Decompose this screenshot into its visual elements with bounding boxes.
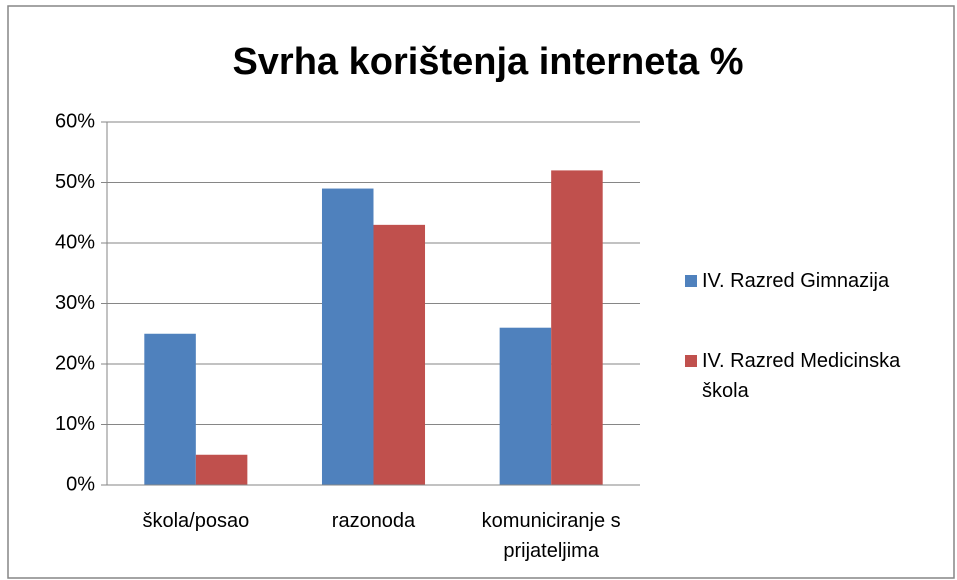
x-tick-label: škola/posao [142,510,250,532]
x-tick-label: razonoda [331,510,416,532]
bar [195,454,248,485]
chart-title: Svrha korištenja interneta % [232,41,743,83]
bar [321,188,374,486]
legend-swatch [685,355,697,367]
y-tick-label: 40% [55,231,95,253]
legend-label: IV. Razred Medicinska škola [702,350,901,402]
legend-label: IV. Razred Gimnazija [702,270,890,292]
y-tick-label: 0% [66,473,95,495]
legend-swatch [685,275,697,287]
bar [144,333,196,485]
bar [373,224,426,485]
bar [551,170,603,485]
y-tick-label: 10% [55,413,95,435]
y-tick-label: 50% [55,171,95,193]
y-tick-label: 20% [55,352,95,374]
y-tick-label: 60% [55,110,95,132]
y-tick-label: 30% [55,292,95,314]
bar [499,327,552,485]
x-tick-label: komuniciranje s prijateljima [481,510,621,562]
